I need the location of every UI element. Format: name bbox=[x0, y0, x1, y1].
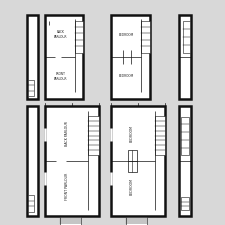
Bar bbox=[179, 106, 191, 216]
Bar bbox=[111, 106, 165, 216]
Bar bbox=[126, 216, 147, 225]
Text: BEDROOM: BEDROOM bbox=[118, 33, 133, 37]
Bar bbox=[45, 106, 99, 216]
Bar bbox=[141, 20, 150, 53]
Bar bbox=[181, 117, 189, 155]
Bar bbox=[179, 15, 191, 99]
Text: BEDROOM: BEDROOM bbox=[118, 74, 133, 78]
Text: BEDROOM: BEDROOM bbox=[130, 178, 134, 195]
Bar bbox=[111, 15, 150, 99]
Text: BACK
PARLOUR: BACK PARLOUR bbox=[54, 30, 68, 39]
Bar bbox=[28, 80, 34, 96]
Bar bbox=[27, 106, 38, 216]
Bar bbox=[88, 116, 99, 155]
Text: BACK PARLOUR: BACK PARLOUR bbox=[65, 121, 69, 146]
Bar bbox=[60, 216, 81, 225]
Bar bbox=[27, 15, 38, 99]
Bar bbox=[28, 195, 34, 211]
Text: FRONT PARLOUR: FRONT PARLOUR bbox=[65, 173, 69, 200]
Bar bbox=[128, 150, 137, 172]
Bar bbox=[45, 15, 83, 99]
Text: FRONT
PARLOUR: FRONT PARLOUR bbox=[54, 72, 68, 81]
Text: BEDROOM: BEDROOM bbox=[130, 125, 134, 142]
Bar bbox=[181, 197, 189, 211]
Bar bbox=[75, 20, 83, 53]
Bar bbox=[155, 116, 165, 155]
Bar bbox=[182, 20, 190, 53]
